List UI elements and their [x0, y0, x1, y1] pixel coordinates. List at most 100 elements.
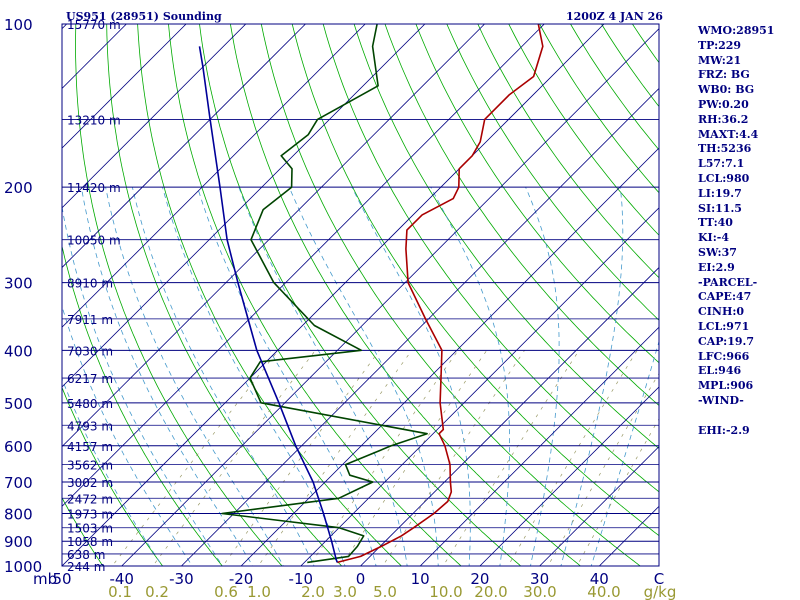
- index-line: WB0: BG: [698, 83, 755, 97]
- isotherm-line: [419, 326, 659, 566]
- index-line: LI:19.7: [698, 186, 742, 200]
- index-line: CINH:0: [698, 305, 745, 319]
- height-label: 3002 m: [67, 476, 113, 490]
- height-label: 638 m: [67, 548, 105, 562]
- mixing-ratio-line: [442, 350, 580, 566]
- temperature-tick-label: 40: [590, 570, 609, 588]
- moist-adiabat-line: [288, 187, 439, 566]
- isotherm-line: [62, 24, 187, 149]
- pressure-axis-unit: mb: [33, 570, 57, 588]
- index-line: [698, 409, 798, 424]
- moist-adiabat-line: [525, 187, 560, 566]
- index-line: CAP:19.7: [698, 334, 755, 348]
- mixing-ratio-line: [308, 350, 459, 566]
- mixing-ratio-label: 10.0: [429, 583, 462, 600]
- moist-adiabat-line: [132, 187, 315, 566]
- mixing-ratio-label: 0.6: [214, 583, 238, 600]
- isotherm-line: [62, 24, 247, 209]
- index-line: SW:37: [698, 245, 737, 259]
- pressure-tick-label: 600: [4, 438, 33, 456]
- mixing-ratio-label: g/kg: [644, 583, 677, 600]
- isotherm-line: [62, 24, 485, 448]
- index-line: LCL:971: [698, 319, 750, 333]
- index-line: PW:0.20: [698, 97, 749, 111]
- height-label: 7030 m: [67, 344, 113, 358]
- time-label: 1200Z 4 JAN 26: [566, 10, 663, 23]
- mixing-ratio-line: [111, 350, 279, 566]
- mixing-ratio-line: [340, 350, 488, 566]
- temperature-tick-label: 10: [411, 570, 430, 588]
- index-line: FRZ: BG: [698, 68, 750, 82]
- mixing-ratio-label: 0.1: [108, 583, 132, 600]
- mixing-ratio-line: [257, 350, 413, 566]
- mixing-ratio-label: 40.0: [587, 583, 620, 600]
- dry-adiabat-line: [446, 24, 659, 321]
- index-line: TT:40: [698, 216, 733, 230]
- height-label: 5480 m: [67, 397, 113, 411]
- index-line: MW:21: [698, 53, 742, 67]
- mixing-ratio-line: [576, 418, 659, 566]
- isotherm-line: [62, 24, 545, 507]
- index-line: EI:2.9: [698, 260, 735, 274]
- mixing-ratio-label: 2.0: [301, 583, 325, 600]
- temperature-tick-label: 30: [530, 570, 549, 588]
- mixing-ratio-label: 30.0: [523, 583, 556, 600]
- pressure-tick-label: 100: [4, 16, 33, 34]
- temperature-tick-label: 50: [52, 570, 71, 588]
- dry-adiabat-line: [260, 24, 641, 566]
- index-line: KI:-4: [698, 231, 729, 245]
- dry-adiabat-line: [477, 24, 659, 279]
- isotherm-line: [121, 28, 659, 566]
- temperature-tick-label: C: [654, 570, 664, 588]
- isotherm-line: [62, 24, 605, 566]
- pressure-tick-label: 900: [4, 533, 33, 551]
- height-label: 11420 m: [67, 181, 121, 195]
- height-label: 2472 m: [67, 492, 113, 506]
- pressure-tick-label: 400: [4, 342, 33, 360]
- temperature-tick-label: -40: [109, 570, 134, 588]
- index-line: MPL:906: [698, 379, 754, 393]
- mixing-ratio-label: 5.0: [373, 583, 397, 600]
- height-label: 1058 m: [67, 535, 113, 549]
- mixing-ratio-label: 20.0: [474, 583, 507, 600]
- dry-adiabat-line: [106, 24, 343, 566]
- moist-adiabat-line: [62, 377, 163, 566]
- index-line: TH:5236: [698, 142, 752, 156]
- mixing-ratio-line: [547, 372, 659, 566]
- dry-adiabat-line: [353, 24, 659, 449]
- dry-adiabat-line: [199, 24, 522, 566]
- temperature-trace: [337, 24, 544, 564]
- height-label: 7911 m: [67, 313, 113, 327]
- index-line: WMO:28951: [698, 24, 775, 37]
- indices-panel: WMO:28951 TP:229 MW:21 FRZ: BG WB0: BG PW:0.2…: [698, 24, 798, 438]
- temperature-tick-label: -10: [289, 570, 314, 588]
- height-label: 10050 m: [67, 234, 121, 248]
- index-line: RH:36.2: [698, 112, 749, 126]
- mixing-ratio-line: [152, 350, 316, 566]
- index-line: LFC:966: [698, 349, 750, 363]
- index-line: LCL:980: [698, 171, 750, 185]
- temperature-tick-label: 20: [470, 570, 489, 588]
- moist-adiabat-line: [62, 304, 193, 566]
- pressure-tick-label: 500: [4, 395, 33, 413]
- isotherm-line: [62, 24, 366, 328]
- index-line: MAXT:4.4: [698, 127, 759, 141]
- pressure-tick-label: 700: [4, 474, 33, 492]
- isotherm-line: [539, 446, 659, 566]
- plot-frame: [61, 23, 660, 567]
- index-line: SI:11.5: [698, 201, 742, 215]
- parcel-trace: [198, 46, 338, 563]
- mixing-ratio-label: 3.0: [333, 583, 357, 600]
- moist-adiabat-line: [351, 187, 471, 566]
- dry-adiabat-line: [75, 24, 283, 566]
- height-label: 244 m: [67, 560, 105, 574]
- temperature-tick-label: 0: [356, 570, 366, 588]
- dry-adiabat-line: [384, 24, 659, 406]
- temperature-tick-label: -20: [229, 570, 254, 588]
- height-label: 4157 m: [67, 440, 113, 454]
- moist-adiabat-line: [590, 339, 659, 566]
- height-label: 15770 m: [67, 18, 121, 32]
- isotherm-line: [240, 147, 659, 566]
